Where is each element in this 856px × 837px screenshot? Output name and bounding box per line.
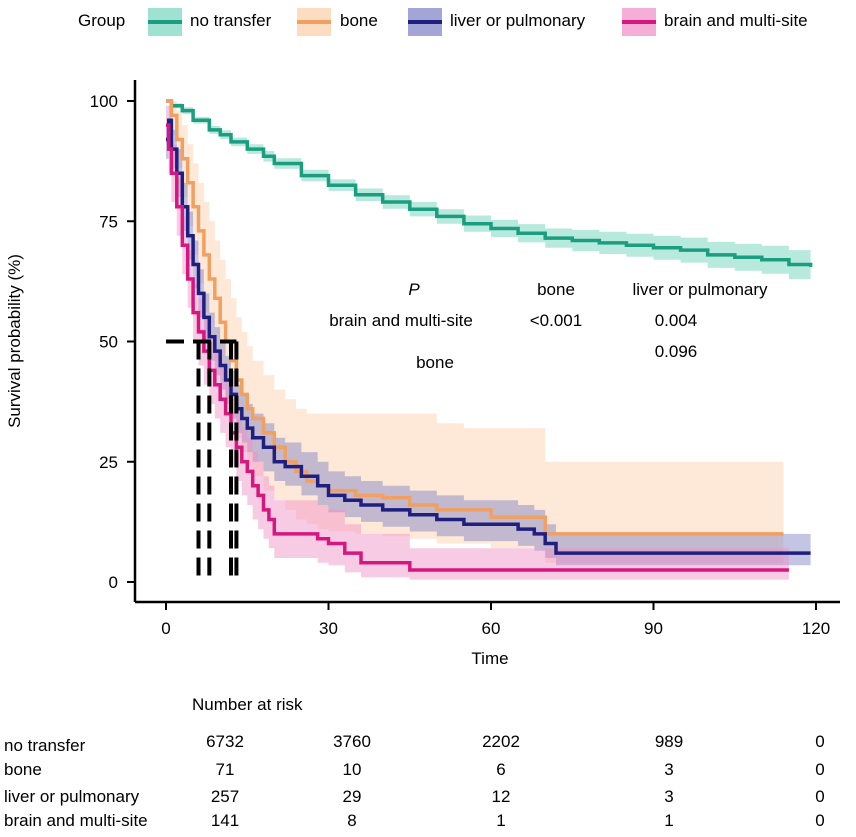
x-tick-label-120: 120 [802, 619, 830, 638]
survival-curve-brain-and-multi-site [166, 123, 789, 572]
risk-cell-brain-and-multi-site-t90: 1 [664, 811, 673, 830]
legend-label-no-transfer: no transfer [190, 11, 272, 30]
survival-curve-liver-or-pulmonary [166, 118, 811, 555]
risk-cell-brain-and-multi-site-t120: 0 [815, 811, 824, 830]
legend-entry-no-transfer: no transfer [148, 8, 272, 36]
p-row-label-brain-and-multi-site: brain and multi-site [329, 311, 473, 330]
confidence-band-bone [166, 101, 784, 563]
risk-cell-no-transfer-t120: 0 [815, 732, 824, 751]
legend-label-brain-and-multi-site: brain and multi-site [664, 11, 808, 30]
confidence-band-no-transfer [166, 101, 811, 282]
p-label: P [408, 280, 420, 299]
risk-cell-brain-and-multi-site-t60: 1 [496, 811, 505, 830]
risk-cell-liver-or-pulmonary-t90: 3 [664, 787, 673, 806]
y-tick-label-25: 25 [99, 453, 118, 472]
p-value-table: P bone liver or pulmonary brain and mult… [329, 280, 768, 372]
p-value-brain-vs-bone: <0.001 [530, 311, 582, 330]
p-row-label-bone: bone [416, 353, 454, 372]
legend-entry-bone: bone [297, 8, 378, 36]
risk-cell-bone-t30: 10 [343, 760, 362, 779]
p-col-header-liver-or-pulmonary: liver or pulmonary [632, 280, 768, 299]
p-value-bone-vs-liver: 0.096 [655, 342, 698, 361]
x-tick-label-60: 60 [482, 619, 501, 638]
y-tick-label-50: 50 [99, 333, 118, 352]
survival-curve-bone [166, 99, 784, 536]
risk-cell-no-transfer-t30: 3760 [333, 732, 371, 751]
survival-curve-no-transfer [166, 99, 813, 267]
x-tick-label-30: 30 [319, 619, 338, 638]
p-col-header-bone: bone [537, 280, 575, 299]
risk-cell-liver-or-pulmonary-t60: 12 [492, 787, 511, 806]
legend-label-liver-or-pulmonary: liver or pulmonary [450, 11, 586, 30]
median-survival-lines [166, 339, 239, 582]
risk-row-label-brain-and-multi-site: brain and multi-site [4, 811, 148, 830]
y-tick-label-75: 75 [99, 212, 118, 231]
risk-cell-bone-t60: 6 [496, 760, 505, 779]
risk-cell-brain-and-multi-site-t30: 8 [347, 811, 356, 830]
y-axis-label: Survival probability (%) [5, 254, 24, 428]
risk-cell-no-transfer-t0: 6732 [206, 732, 244, 751]
risk-row-label-bone: bone [4, 760, 42, 779]
legend-title: Group [78, 11, 125, 30]
legend-label-bone: bone [340, 11, 378, 30]
risk-cell-liver-or-pulmonary-t120: 0 [815, 787, 824, 806]
legend-entry-brain-and-multi-site: brain and multi-site [622, 8, 808, 36]
p-value-brain-vs-liver: 0.004 [655, 311, 698, 330]
risk-row-label-no-transfer: no transfer [4, 736, 86, 755]
risk-cell-liver-or-pulmonary-t0: 257 [211, 787, 239, 806]
axis-ticks: 0 30 60 90 120 0 25 50 75 100 [90, 92, 831, 638]
x-tick-label-0: 0 [161, 619, 170, 638]
risk-cell-liver-or-pulmonary-t30: 29 [343, 787, 362, 806]
risk-table-title: Number at risk [192, 695, 303, 714]
y-tick-label-100: 100 [90, 92, 118, 111]
legend-entry-liver-or-pulmonary: liver or pulmonary [408, 8, 586, 36]
x-tick-label-90: 90 [644, 619, 663, 638]
risk-cell-no-transfer-t60: 2202 [482, 732, 520, 751]
risk-row-label-liver-or-pulmonary: liver or pulmonary [4, 787, 140, 806]
risk-cell-no-transfer-t90: 989 [655, 732, 683, 751]
risk-cell-bone-t90: 3 [664, 760, 673, 779]
risk-cell-bone-t120: 0 [815, 760, 824, 779]
confidence-bands [166, 101, 811, 580]
risk-cell-brain-and-multi-site-t0: 141 [211, 811, 239, 830]
risk-cell-bone-t0: 71 [216, 760, 235, 779]
y-tick-label-0: 0 [109, 573, 118, 592]
survival-curves [166, 99, 813, 572]
x-axis-label: Time [471, 649, 508, 668]
legend: Group no transfer bone liver or pulmonar… [78, 8, 808, 36]
